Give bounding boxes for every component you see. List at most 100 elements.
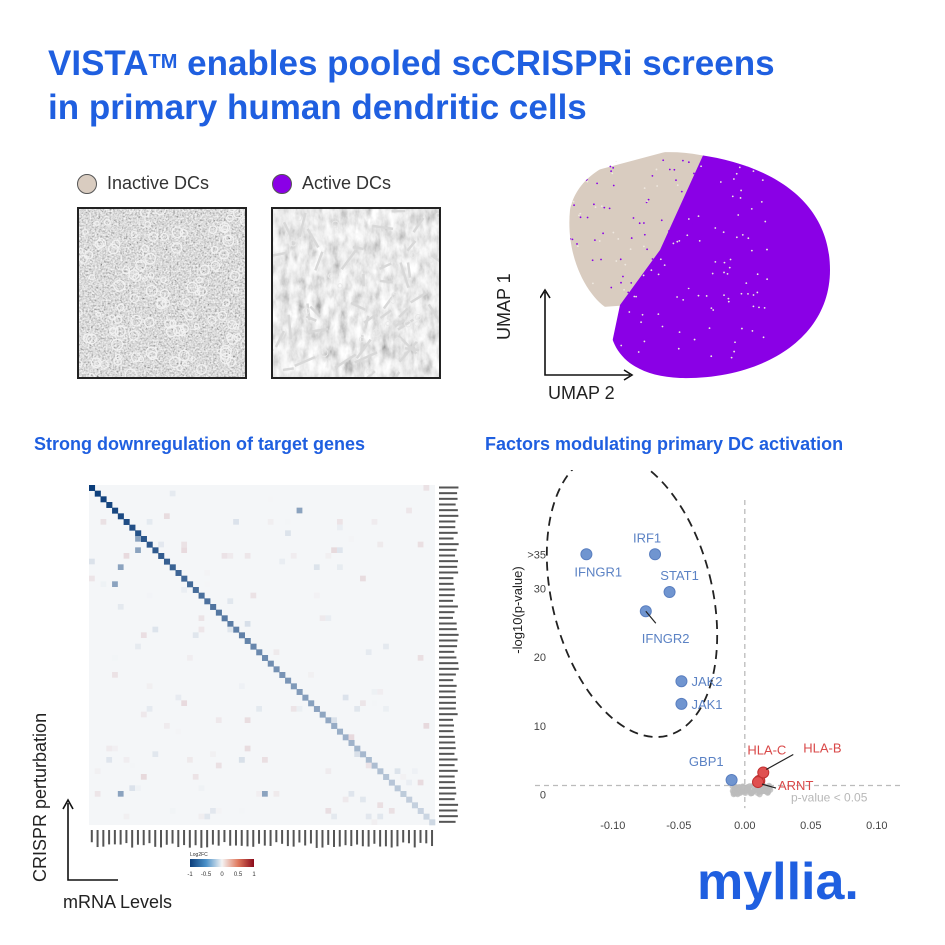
myllia-logo: myllia.	[697, 853, 859, 911]
heatmap-col-label	[292, 830, 295, 847]
heatmap-diagonal-cell	[400, 791, 407, 797]
heatmap-col-label	[113, 830, 116, 845]
heatmap-col-label	[240, 830, 243, 846]
title-line1-rest: enables pooled scCRISPRi screens	[177, 44, 775, 83]
heatmap-row-label	[439, 526, 456, 529]
heatmap-cell	[348, 734, 355, 740]
heatmap-col-label	[281, 830, 284, 844]
point-gbp1	[725, 774, 738, 787]
heatmap-cell	[377, 689, 384, 695]
heatmap-row-label	[439, 537, 454, 540]
heatmap-cell	[360, 575, 366, 582]
heatmap-diagonal-cell	[169, 564, 176, 571]
heatmap-diagonal-cell	[89, 485, 96, 491]
heatmap-row-label	[439, 718, 454, 721]
heatmap-row-label	[439, 645, 458, 648]
highlight-ellipse	[545, 470, 719, 738]
umap-inactive-cluster	[569, 152, 710, 310]
heatmap-cell	[135, 643, 141, 650]
heatmap-diagonal-cell	[348, 740, 355, 746]
heatmap-legend-tick: 1	[252, 872, 256, 878]
title-line2: in primary human dendritic cells	[48, 88, 587, 127]
heatmap-row-label	[439, 769, 458, 772]
heatmap-cell	[100, 581, 107, 587]
heatmap-col-label	[252, 830, 255, 847]
heatmap-row-label	[439, 622, 457, 625]
heatmap-diagonal-cell	[267, 660, 274, 667]
heatmap-cell	[360, 700, 366, 706]
label-irf1: IRF1	[633, 530, 661, 545]
heatmap-col-label	[96, 830, 99, 848]
heatmap-cell	[383, 643, 389, 650]
heatmap-row-label	[439, 611, 455, 614]
label-jak1: JAK1	[691, 697, 722, 712]
nonsig-point	[761, 785, 768, 792]
heatmap-row-label	[439, 588, 455, 591]
heatmap-cell	[129, 785, 136, 791]
heatmap-row-label	[439, 747, 456, 750]
heatmap-cell	[256, 791, 262, 797]
heatmap-row-label	[439, 565, 458, 568]
heatmap-cell	[244, 717, 251, 723]
heatmap-cell	[89, 558, 95, 565]
heatmap-cell	[152, 626, 159, 633]
heatmap-cell	[342, 796, 349, 803]
y-tick-label: 30	[534, 584, 546, 596]
heatmap-cell	[100, 519, 107, 525]
heatmap-row-label	[439, 730, 454, 733]
point-jak2	[675, 675, 688, 688]
heatmap-col-label	[90, 830, 93, 843]
heatmap-cell	[238, 757, 245, 763]
heatmap-cell	[89, 604, 95, 610]
heatmap-legend-tick: 0.5	[234, 872, 243, 878]
label-hla-c: HLA-C	[747, 743, 786, 758]
heatmap-col-label	[350, 830, 353, 847]
heatmap-cell	[417, 655, 424, 661]
heatmap-cell	[336, 564, 343, 570]
active-dc-micrograph	[271, 207, 441, 379]
heatmap-cell	[238, 683, 245, 689]
heatmap-cell	[244, 621, 251, 627]
umap-arrow-up-icon	[540, 288, 551, 299]
heatmap-col-label	[379, 830, 382, 847]
heatmap-cell	[112, 672, 118, 678]
heatmap-cell	[319, 615, 326, 621]
heatmap-diagonal-cell	[394, 785, 401, 792]
heatmap-row-label	[439, 741, 456, 744]
heatmap-row-label	[439, 701, 457, 704]
heatmap-cell	[140, 711, 147, 718]
heatmap-cell	[169, 490, 176, 497]
heatmap-cell	[313, 592, 320, 599]
heatmap-cell	[163, 723, 170, 729]
heatmap-col-label	[344, 830, 347, 846]
heatmap-cell	[94, 768, 101, 774]
heatmap-cell	[146, 519, 153, 525]
heatmap-row-label	[439, 713, 458, 716]
heatmap-diagonal-cell	[302, 694, 309, 701]
heatmap-diagonal-cell	[163, 558, 171, 565]
heatmap-diagonal-cell	[106, 502, 113, 508]
heatmap-y-label: CRISPR perturbation	[30, 712, 50, 882]
heatmap-cell	[117, 604, 124, 610]
heatmap-cell	[290, 706, 297, 712]
heatmap-diagonal-cell	[273, 666, 280, 673]
heatmap-col-label	[327, 830, 330, 845]
heatmap-row-label	[439, 764, 455, 767]
heatmap-cell	[94, 791, 101, 797]
heatmap-cell	[146, 592, 153, 599]
heatmap-axis-arrows	[62, 798, 118, 881]
heatmap-cell	[262, 757, 268, 763]
label-arnt: ARNT	[778, 778, 813, 793]
heatmap-cell	[89, 575, 95, 582]
umap-y-label: UMAP 1	[494, 273, 514, 340]
heatmap-row-label	[439, 775, 455, 778]
heatmap-col-label	[177, 830, 180, 848]
heatmap-offdiag-cell	[112, 581, 118, 587]
heatmap-row-label	[439, 560, 459, 563]
heatmap-col-label	[356, 830, 359, 845]
heatmap-cell	[371, 519, 378, 525]
label-stat1: STAT1	[660, 568, 699, 583]
heatmap-cell	[279, 558, 286, 565]
heatmap-col-label	[206, 830, 209, 848]
heatmap-offdiag-cell	[117, 564, 124, 570]
